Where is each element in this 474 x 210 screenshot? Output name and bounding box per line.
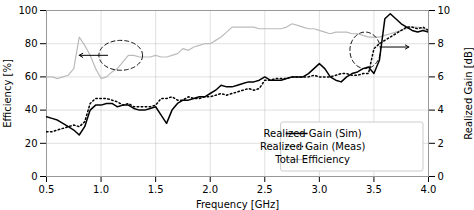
svg-text:Realized Gain (Meas): Realized Gain (Meas): [260, 141, 365, 152]
svg-text:80: 80: [25, 38, 38, 49]
svg-text:0: 0: [31, 171, 37, 182]
svg-text:1.5: 1.5: [148, 184, 164, 195]
svg-text:40: 40: [25, 104, 38, 115]
svg-text:3.0: 3.0: [311, 184, 327, 195]
svg-text:Frequency [GHz]: Frequency [GHz]: [196, 199, 279, 210]
svg-text:1.0: 1.0: [93, 184, 109, 195]
svg-text:0.5: 0.5: [39, 184, 55, 195]
svg-text:60: 60: [25, 71, 38, 82]
svg-text:Realized Gain (Sim): Realized Gain (Sim): [264, 128, 362, 139]
svg-text:4.0: 4.0: [421, 184, 437, 195]
svg-text:Realized Gain [dB]: Realized Gain [dB]: [463, 47, 474, 140]
svg-text:3.5: 3.5: [366, 184, 382, 195]
svg-text:8: 8: [438, 38, 444, 49]
svg-text:0: 0: [438, 171, 444, 182]
svg-text:10: 10: [438, 5, 451, 16]
svg-text:100: 100: [18, 5, 37, 16]
svg-text:2.5: 2.5: [257, 184, 273, 195]
svg-text:6: 6: [438, 71, 444, 82]
svg-text:2: 2: [438, 138, 444, 149]
svg-text:4: 4: [438, 104, 444, 115]
svg-text:2.0: 2.0: [202, 184, 218, 195]
svg-text:Efficiency [%]: Efficiency [%]: [2, 59, 13, 128]
svg-text:20: 20: [25, 138, 38, 149]
svg-text:Total Efficiency: Total Efficiency: [274, 154, 350, 165]
